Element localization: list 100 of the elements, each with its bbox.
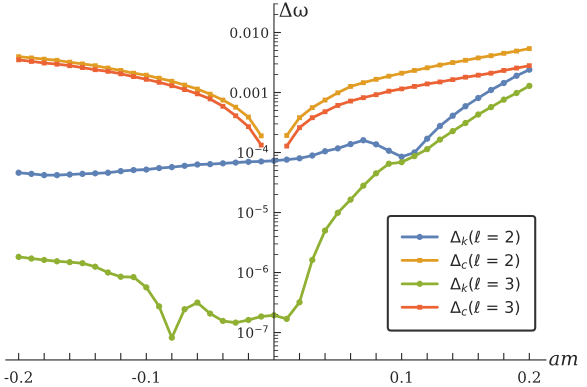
point bbox=[42, 60, 47, 66]
point bbox=[131, 74, 136, 80]
point bbox=[54, 258, 60, 264]
point bbox=[79, 260, 86, 266]
point bbox=[104, 269, 112, 276]
point bbox=[475, 94, 482, 102]
point bbox=[156, 80, 162, 85]
point bbox=[284, 316, 290, 322]
point bbox=[181, 162, 188, 169]
point bbox=[476, 55, 481, 60]
point bbox=[207, 310, 214, 317]
point bbox=[424, 136, 430, 142]
point bbox=[424, 146, 430, 152]
point bbox=[488, 70, 494, 76]
point bbox=[156, 303, 162, 310]
point bbox=[500, 96, 507, 103]
point bbox=[92, 170, 98, 176]
point bbox=[374, 92, 379, 98]
y-tick-label: 0.001 bbox=[230, 87, 268, 98]
point bbox=[194, 300, 200, 306]
point bbox=[334, 210, 341, 216]
point bbox=[66, 259, 73, 266]
point bbox=[220, 318, 226, 324]
point bbox=[513, 90, 520, 96]
point bbox=[296, 299, 303, 306]
point bbox=[526, 63, 532, 68]
point bbox=[310, 105, 315, 110]
point bbox=[245, 158, 252, 165]
point bbox=[182, 82, 188, 88]
point bbox=[220, 104, 226, 109]
point bbox=[181, 306, 188, 312]
point bbox=[284, 144, 290, 149]
point bbox=[16, 254, 22, 260]
point bbox=[450, 128, 456, 134]
point bbox=[194, 91, 200, 96]
point bbox=[297, 125, 302, 130]
y-tick-label: 10$^{−6}$ bbox=[238, 265, 268, 278]
point bbox=[501, 68, 506, 73]
point bbox=[526, 46, 532, 51]
point bbox=[488, 53, 494, 58]
point bbox=[182, 87, 188, 92]
point bbox=[374, 76, 379, 82]
point bbox=[245, 316, 252, 324]
point bbox=[246, 114, 251, 120]
point bbox=[399, 70, 404, 76]
point bbox=[16, 170, 22, 176]
point bbox=[398, 154, 405, 160]
point bbox=[54, 62, 60, 67]
point bbox=[436, 136, 444, 143]
point bbox=[514, 48, 519, 54]
point bbox=[386, 88, 392, 94]
point bbox=[488, 104, 494, 110]
point bbox=[424, 65, 430, 70]
point bbox=[284, 156, 290, 163]
point bbox=[322, 98, 328, 102]
point bbox=[500, 80, 507, 86]
y-axis-title: Δω bbox=[279, 2, 308, 17]
point bbox=[398, 159, 405, 166]
point bbox=[322, 109, 328, 114]
point bbox=[118, 168, 124, 174]
point bbox=[438, 62, 442, 68]
point bbox=[130, 166, 137, 174]
y-tick-label: 10$^{−4}$ bbox=[238, 145, 268, 158]
point bbox=[220, 98, 226, 102]
point bbox=[80, 65, 85, 70]
point bbox=[208, 92, 213, 97]
y-tick-label: 0.010 bbox=[230, 27, 268, 38]
legend-label: Δ$_{c}$(ℓ = 3) bbox=[450, 300, 520, 316]
point bbox=[462, 103, 469, 110]
point bbox=[41, 172, 48, 178]
point bbox=[462, 120, 469, 126]
point bbox=[169, 83, 174, 88]
y-tick-label: 10$^{−7}$ bbox=[238, 325, 268, 338]
x-tick-label: -0.2 bbox=[4, 371, 32, 383]
point bbox=[79, 170, 86, 178]
point bbox=[526, 82, 532, 89]
point bbox=[207, 161, 214, 168]
legend-label: Δ$_{k}$(ℓ = 2) bbox=[450, 230, 520, 246]
point bbox=[194, 86, 200, 92]
point bbox=[436, 122, 444, 130]
point bbox=[118, 274, 124, 280]
point bbox=[54, 172, 60, 178]
point bbox=[334, 145, 341, 152]
x-tick-label: 0.2 bbox=[518, 371, 540, 383]
point bbox=[372, 170, 380, 176]
point bbox=[208, 96, 213, 102]
point bbox=[297, 115, 302, 120]
legend-label: Δ$_{c}$(ℓ = 2) bbox=[450, 254, 520, 269]
point bbox=[16, 57, 22, 62]
point bbox=[424, 82, 430, 86]
point bbox=[513, 72, 520, 79]
point bbox=[412, 68, 417, 73]
point bbox=[309, 152, 316, 159]
point bbox=[450, 77, 456, 82]
point bbox=[399, 86, 404, 92]
point bbox=[450, 112, 456, 119]
point bbox=[28, 58, 34, 64]
point bbox=[463, 58, 468, 63]
point bbox=[348, 98, 354, 104]
point bbox=[347, 141, 354, 148]
